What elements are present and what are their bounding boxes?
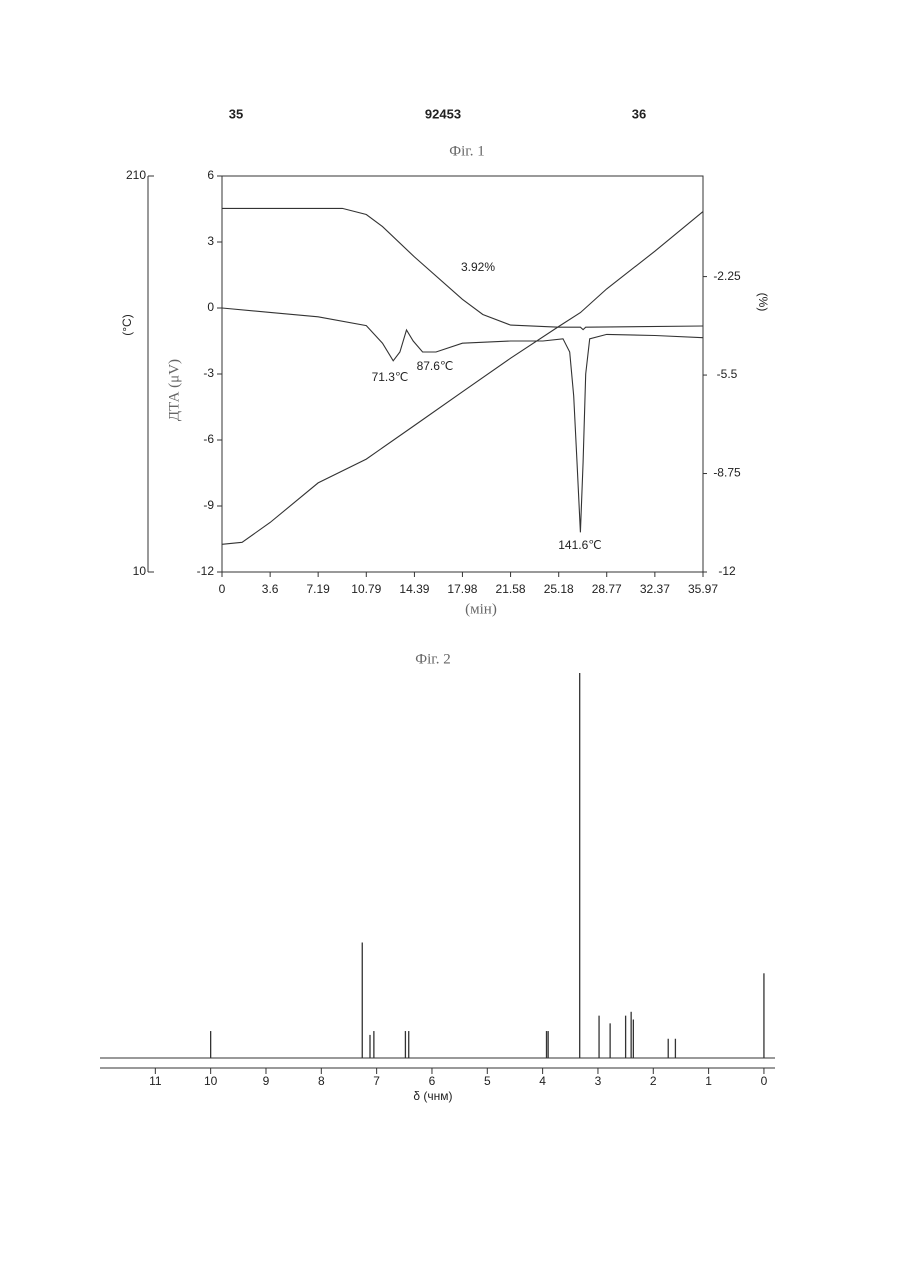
x-tick-label: 9 bbox=[263, 1074, 270, 1088]
x-tick-label: 8 bbox=[318, 1074, 325, 1088]
x-tick-label: 11 bbox=[149, 1074, 162, 1088]
y-tick-label: -12 bbox=[197, 564, 215, 578]
x-tick-label: 4 bbox=[539, 1074, 546, 1088]
x-tick-label: 0 bbox=[219, 582, 226, 596]
x-tick-label: 3.6 bbox=[262, 582, 279, 596]
y2-axis-label: (%) bbox=[756, 293, 770, 312]
data-line bbox=[222, 308, 703, 532]
y-tick-label: 0 bbox=[207, 300, 214, 314]
y2-tick-label: -12 bbox=[718, 564, 736, 578]
page-number: 36 bbox=[632, 106, 646, 121]
x-tick-label: 32.37 bbox=[640, 582, 670, 596]
x-tick-label: 21.58 bbox=[496, 582, 526, 596]
y2-tick-label: -2.25 bbox=[713, 269, 741, 283]
annotation: 3.92% bbox=[461, 260, 495, 274]
x-tick-label: 17.98 bbox=[447, 582, 477, 596]
x-axis-label: (мін) bbox=[465, 601, 497, 617]
x-tick-label: 35.97 bbox=[688, 582, 718, 596]
x-tick-label: 10 bbox=[204, 1074, 218, 1088]
chart-title: Фіг. 2 bbox=[415, 651, 450, 667]
annotation: 87.6℃ bbox=[417, 359, 454, 373]
y2-tick-label: -5.5 bbox=[717, 367, 738, 381]
plot-frame bbox=[222, 176, 703, 572]
x-tick-label: 1 bbox=[705, 1074, 712, 1088]
patent-number: 92453 bbox=[425, 106, 461, 121]
x-tick-label: 10.79 bbox=[351, 582, 381, 596]
annotation: 141.6℃ bbox=[558, 538, 602, 552]
x-axis-label: δ (чнм) bbox=[413, 1089, 452, 1103]
y-tick-label: 3 bbox=[207, 234, 214, 248]
x-tick-label: 2 bbox=[650, 1074, 657, 1088]
y3-tick-label: 10 bbox=[133, 564, 147, 578]
chart-title: Фіг. 1 bbox=[449, 143, 484, 159]
y2-tick-label: -8.75 bbox=[713, 466, 741, 480]
y-tick-label: 6 bbox=[207, 168, 214, 182]
x-tick-label: 28.77 bbox=[592, 582, 622, 596]
page-number: 35 bbox=[229, 106, 243, 121]
x-tick-label: 7 bbox=[373, 1074, 380, 1088]
y3-tick-label: 210 bbox=[126, 168, 146, 182]
x-tick-label: 6 bbox=[429, 1074, 436, 1088]
y-axis-label: ДТА (μV) bbox=[166, 359, 182, 421]
x-tick-label: 14.39 bbox=[399, 582, 429, 596]
y-tick-label: -9 bbox=[203, 498, 214, 512]
x-tick-label: 0 bbox=[761, 1074, 768, 1088]
y-tick-label: -6 bbox=[203, 432, 214, 446]
x-tick-label: 7.19 bbox=[306, 582, 330, 596]
x-tick-label: 25.18 bbox=[544, 582, 574, 596]
y3-axis-label: (°C) bbox=[120, 314, 134, 335]
page: 35 92453 36 Фіг. 103.67.1910.7914.3917.9… bbox=[0, 0, 901, 1273]
x-tick-label: 5 bbox=[484, 1074, 491, 1088]
annotation: 71.3℃ bbox=[372, 370, 409, 384]
y-tick-label: -3 bbox=[203, 366, 214, 380]
x-tick-label: 3 bbox=[595, 1074, 602, 1088]
